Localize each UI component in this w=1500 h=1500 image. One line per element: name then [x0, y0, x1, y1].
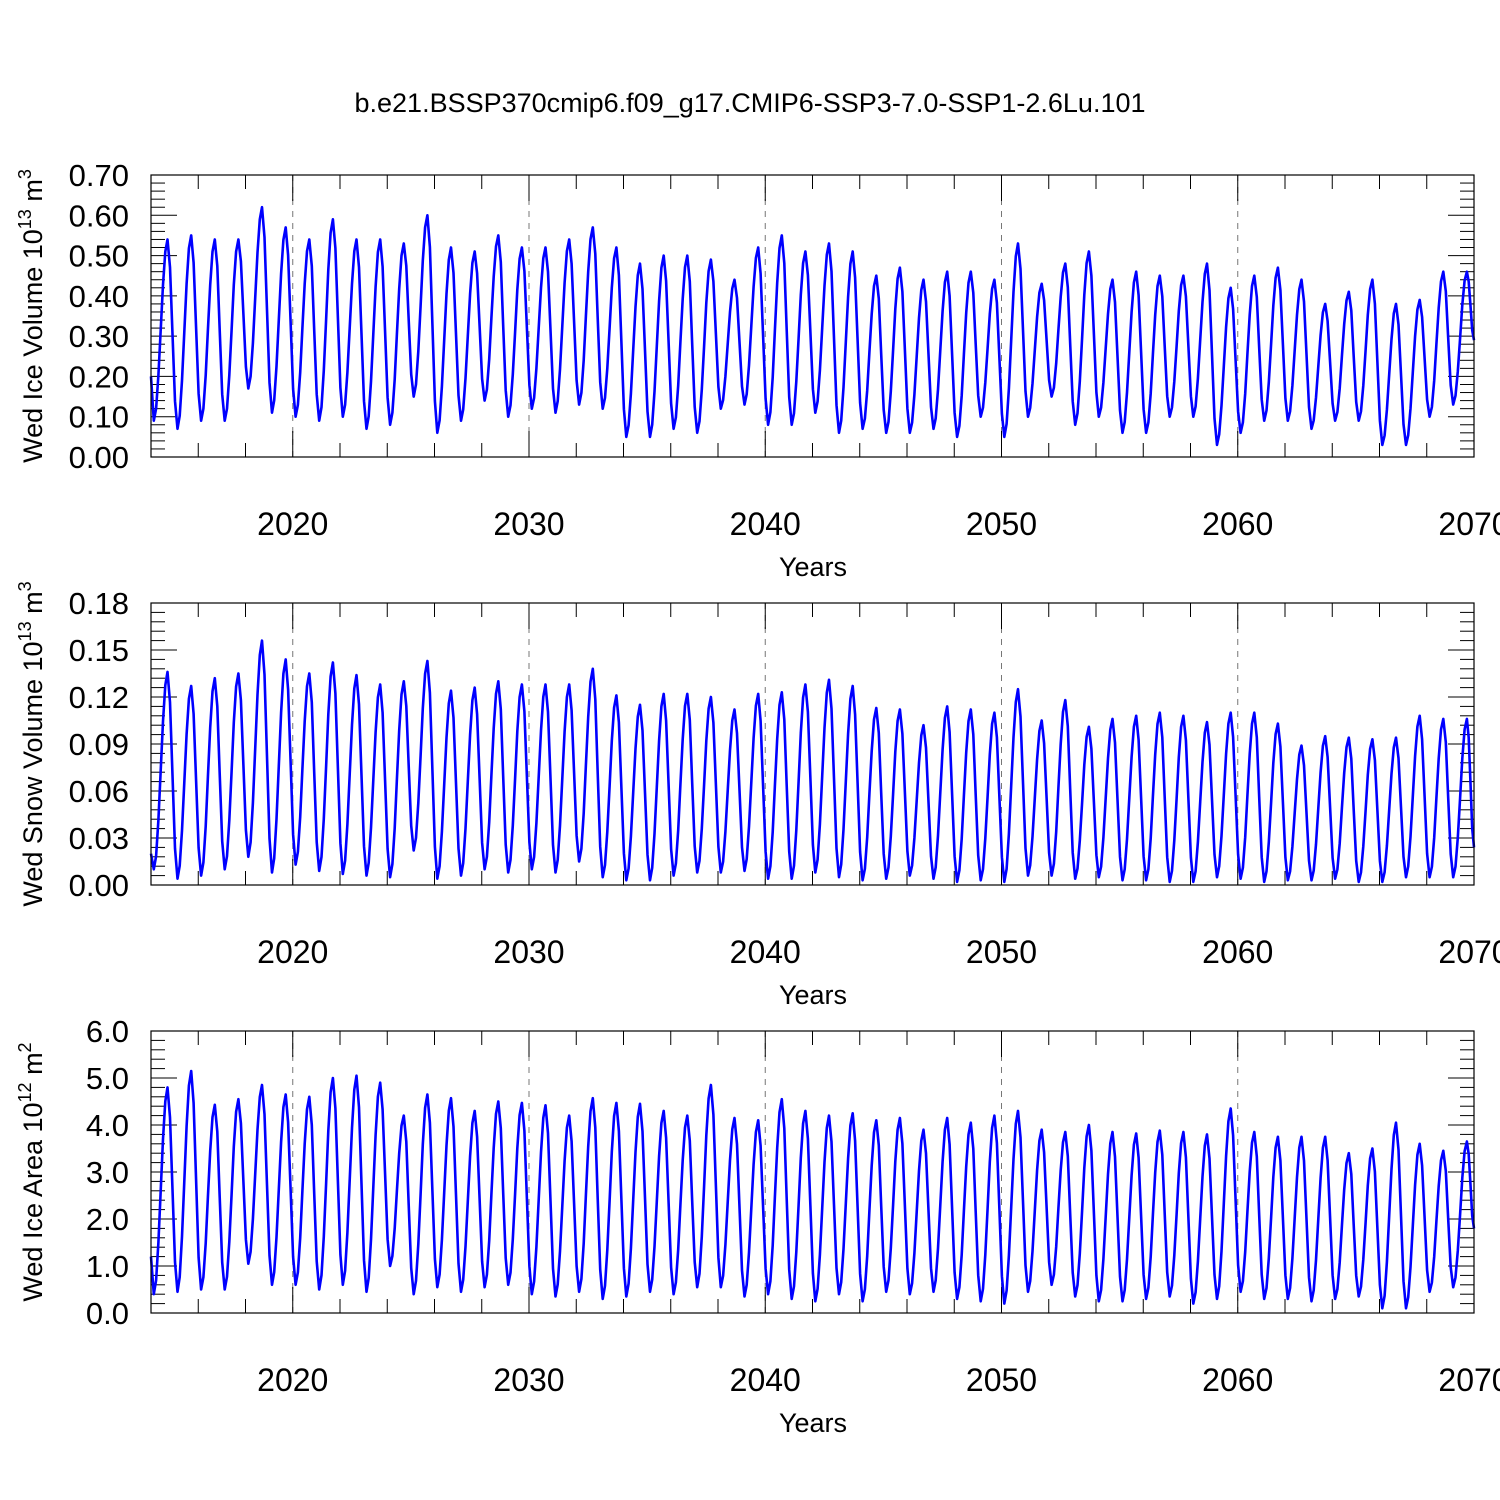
ice-area-series-line [149, 1069, 1476, 1310]
snow-volume-xtick-label-2070: 2070 [1438, 934, 1500, 970]
snow-volume-xtick-label-2060: 2060 [1202, 934, 1273, 970]
snow-volume-ytick-label-3: 0.09 [69, 727, 129, 762]
ice-area-ytick-label-3: 3.0 [86, 1155, 129, 1190]
ice-area-xtick-label-2050: 2050 [966, 1362, 1037, 1398]
ice-area-ytick-label-2: 2.0 [86, 1202, 129, 1237]
ice-volume-ytick-label-7: 0.70 [69, 158, 129, 193]
ice-area-plot-frame [150, 1030, 1475, 1314]
ice-area-xtick-label-2020: 2020 [257, 1362, 328, 1398]
ice-volume-x-axis-label: Years [779, 552, 847, 582]
snow-volume-ytick-label-4: 0.12 [69, 680, 129, 715]
ice-volume-xtick-label-2040: 2040 [730, 506, 801, 542]
ice-volume-ytick-label-2: 0.20 [69, 359, 129, 394]
snow-volume-series-line [149, 639, 1476, 884]
ice-volume-ytick-label-4: 0.40 [69, 279, 129, 314]
snow-volume-ytick-label-6: 0.18 [69, 586, 129, 621]
snow-volume-ytick-label-1: 0.03 [69, 821, 129, 856]
snow-volume-xtick-label-2040: 2040 [730, 934, 801, 970]
ice-area-xtick-label-2060: 2060 [1202, 1362, 1273, 1398]
ice-area-ytick-label-5: 5.0 [86, 1061, 129, 1096]
ice-volume-xtick-label-2020: 2020 [257, 506, 328, 542]
ice-volume-ytick-label-5: 0.50 [69, 239, 129, 274]
ice-area-x-axis-label: Years [779, 1408, 847, 1438]
ice-area-y-axis-label: Wed Ice Area 1012 m2 [15, 1042, 48, 1301]
snow-volume-x-axis-label: Years [779, 980, 847, 1010]
figure-title: b.e21.BSSP370cmip6.f09_g17.CMIP6-SSP3-7.… [355, 88, 1146, 118]
ice-volume-xtick-label-2060: 2060 [1202, 506, 1273, 542]
ice-volume-xtick-label-2050: 2050 [966, 506, 1037, 542]
ice-area-panel: 0.0 1.0 2.0 3.0 4.0 5.0 6.0 2020 2030 2040 2050 206… [15, 1014, 1500, 1438]
ice-volume-xtick-label-2030: 2030 [493, 506, 564, 542]
ice-volume-xtick-label-2070: 2070 [1438, 506, 1500, 542]
ice-area-xtick-label-2040: 2040 [730, 1362, 801, 1398]
ice-area-ytick-label-4: 4.0 [86, 1108, 129, 1143]
ice-area-xtick-label-2070: 2070 [1438, 1362, 1500, 1398]
ice-area-ytick-label-6: 6.0 [86, 1014, 129, 1049]
ice-volume-plot-frame [150, 174, 1475, 458]
snow-volume-ytick-label-5: 0.15 [69, 633, 129, 668]
snow-volume-xtick-label-2050: 2050 [966, 934, 1037, 970]
snow-volume-y-axis-label: Wed Snow Volume 1013 m3 [15, 581, 48, 906]
snow-volume-ytick-label-2: 0.06 [69, 774, 129, 809]
snow-volume-xtick-label-2030: 2030 [493, 934, 564, 970]
ice-volume-ytick-label-1: 0.10 [69, 400, 129, 435]
ice-area-ytick-label-0: 0.0 [86, 1296, 129, 1331]
ice-volume-series-line [149, 205, 1476, 447]
snow-volume-ytick-label-0: 0.00 [69, 868, 129, 903]
snow-volume-plot-frame [150, 602, 1475, 886]
ice-volume-ytick-label-6: 0.60 [69, 198, 129, 233]
ice-volume-ytick-label-3: 0.30 [69, 319, 129, 354]
ice-volume-y-axis-label: Wed Ice Volume 1013 m3 [15, 169, 48, 463]
ice-area-ytick-label-1: 1.0 [86, 1249, 129, 1284]
ice-volume-ytick-label-0: 0.00 [69, 440, 129, 475]
ice-area-xtick-label-2030: 2030 [493, 1362, 564, 1398]
snow-volume-xtick-label-2020: 2020 [257, 934, 328, 970]
snow-volume-panel: 0.00 0.03 0.06 0.09 0.12 0.15 0.18 2020 2030 2040… [15, 581, 1500, 1010]
ice-volume-panel: 0.00 0.10 0.20 0.30 0.40 0.50 0.60 0.70 2020 2030… [15, 158, 1500, 582]
